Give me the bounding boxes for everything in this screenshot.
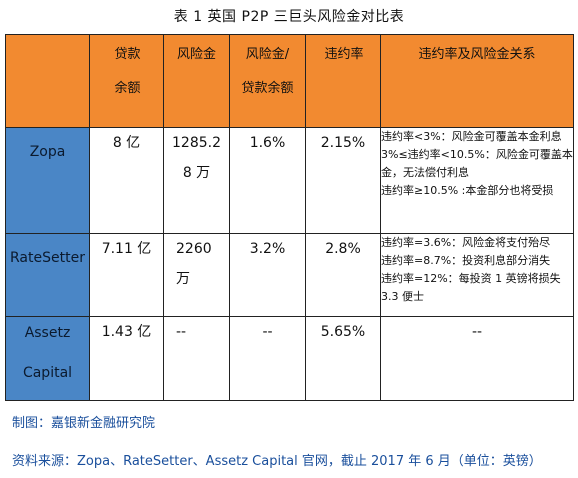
risk-fund-line1: 1285.2 bbox=[172, 135, 221, 151]
default-rate-cell: 5.65% bbox=[305, 316, 381, 401]
header-risk-ratio-line1: 风险金/ bbox=[245, 47, 290, 62]
platform-name-line1: Assetz bbox=[24, 325, 71, 341]
table-row: RateSetter 7.11 亿 2260 万 3.2% 2.8% 违约率=3… bbox=[5, 233, 574, 317]
relation-line: 违约率≥10.5% :本金部分也将受损 bbox=[381, 184, 554, 197]
risk-fund-cell: 1285.2 8 万 bbox=[163, 127, 230, 234]
header-risk-ratio-line2: 贷款余额 bbox=[241, 81, 294, 96]
header-platform bbox=[5, 34, 90, 128]
platform-cell: Zopa bbox=[5, 127, 90, 234]
risk-fund-cell: 2260 万 bbox=[163, 233, 230, 317]
relation-cell: 违约率<3%：风险金可覆盖本金利息 3%≤违约率<10.5%：风险金可覆盖本金，… bbox=[380, 127, 574, 234]
platform-name: Zopa bbox=[29, 144, 66, 160]
header-row: 贷款 余额 风险金 风险金/ 贷款余额 违约率 违约率及风险金关系 bbox=[5, 34, 574, 128]
header-default-rate-label: 违约率 bbox=[324, 47, 364, 62]
relation-line: 违约率<3%：风险金可覆盖本金利息 bbox=[381, 130, 562, 143]
table-caption: 表 1 英国 P2P 三巨头风险金对比表 bbox=[173, 9, 405, 25]
platform-name: RateSetter bbox=[10, 250, 85, 266]
header-loan-balance-line1: 贷款 bbox=[114, 47, 141, 62]
relation-line: 违约率=3.6%：风险金将支付殆尽 bbox=[381, 236, 551, 249]
risk-ratio-cell: 1.6% bbox=[229, 127, 306, 234]
risk-fund-table: 贷款 余额 风险金 风险金/ 贷款余额 违约率 违约率及风险金关系 Zopa 8… bbox=[5, 34, 574, 401]
header-relation: 违约率及风险金关系 bbox=[380, 34, 574, 128]
header-risk-fund-label: 风险金 bbox=[176, 47, 216, 62]
header-loan-balance: 贷款 余额 bbox=[89, 34, 164, 128]
loan-balance-cell: 1.43 亿 bbox=[89, 316, 164, 401]
source-note: 资料来源：Zopa、RateSetter、Assetz Capital 官网，截… bbox=[12, 454, 542, 469]
relation-line: 违约率=8.7%：投资利息部分消失 bbox=[381, 254, 551, 267]
default-rate-cell: 2.8% bbox=[305, 233, 381, 317]
header-risk-ratio: 风险金/ 贷款余额 bbox=[229, 34, 306, 128]
made-by-note: 制图：嘉银新金融研究院 bbox=[12, 416, 156, 431]
risk-fund-cell: -- bbox=[163, 316, 230, 401]
relation-cell: 违约率=3.6%：风险金将支付殆尽 违约率=8.7%：投资利息部分消失 违约率=… bbox=[380, 233, 574, 317]
platform-cell: Assetz Capital bbox=[5, 316, 90, 401]
default-rate-cell: 2.15% bbox=[305, 127, 381, 234]
table-row: Zopa 8 亿 1285.2 8 万 1.6% 2.15% 违约率<3%：风险… bbox=[5, 127, 574, 234]
risk-fund-line1: 2260 bbox=[176, 241, 212, 257]
header-relation-label: 违约率及风险金关系 bbox=[418, 47, 536, 62]
loan-balance-cell: 8 亿 bbox=[89, 127, 164, 234]
platform-cell: RateSetter bbox=[5, 233, 90, 317]
header-default-rate: 违约率 bbox=[305, 34, 381, 128]
relation-cell: -- bbox=[380, 316, 574, 401]
risk-fund-line2: 8 万 bbox=[182, 165, 211, 181]
loan-balance-cell: 7.11 亿 bbox=[89, 233, 164, 317]
risk-fund-line2: 万 bbox=[176, 271, 190, 287]
risk-ratio-cell: -- bbox=[229, 316, 306, 401]
relation-line: 3%≤违约率<10.5%：风险金可覆盖本金，无法偿付利息 bbox=[381, 148, 573, 179]
header-loan-balance-line2: 余额 bbox=[114, 81, 141, 96]
table-row: Assetz Capital 1.43 亿 -- -- 5.65% -- bbox=[5, 316, 574, 401]
header-risk-fund: 风险金 bbox=[163, 34, 230, 128]
relation-line: 违约率=12%：每投资 1 英镑将损失 3.3 便士 bbox=[381, 272, 561, 303]
risk-ratio-cell: 3.2% bbox=[229, 233, 306, 317]
platform-name-line2: Capital bbox=[22, 365, 73, 381]
